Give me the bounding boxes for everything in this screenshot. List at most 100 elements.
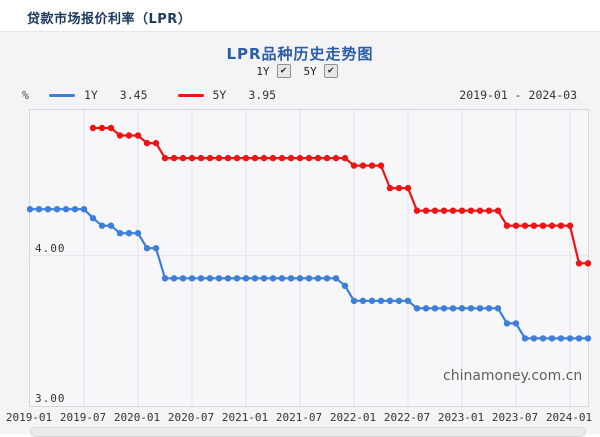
data-point — [296, 275, 304, 282]
data-point — [350, 297, 358, 304]
data-point — [467, 207, 475, 214]
data-point — [575, 260, 583, 267]
data-point — [116, 132, 124, 139]
x-axis-tick-label: 2024-01 — [545, 411, 593, 424]
data-point — [287, 275, 295, 282]
x-axis-tick-label: 2020-01 — [113, 411, 161, 424]
data-point — [143, 245, 151, 252]
data-point — [476, 207, 484, 214]
data-point — [386, 184, 394, 192]
data-point — [233, 275, 241, 282]
checkbox-1y[interactable]: ✔ — [276, 64, 291, 78]
data-point — [206, 154, 214, 162]
legend-value-5y: 3.95 — [248, 88, 277, 102]
series-line-1y — [30, 208, 588, 340]
legend-item-5y[interactable]: 5Y 3.95 — [177, 88, 277, 102]
data-point — [422, 207, 430, 214]
legend-item-1y[interactable]: 1Y 3.45 — [48, 88, 148, 102]
data-point — [251, 275, 259, 282]
checkbox-5y[interactable]: ✔ — [323, 64, 338, 78]
data-point — [503, 222, 511, 229]
checkbox-label-5y: 5Y — [303, 64, 317, 78]
data-point — [413, 305, 421, 312]
data-point — [224, 154, 232, 162]
data-point — [332, 154, 340, 162]
data-point — [404, 184, 412, 192]
data-point — [260, 275, 268, 282]
y-axis-unit-label: % — [22, 88, 29, 102]
check-icon: ✔ — [327, 65, 334, 76]
data-point — [431, 305, 439, 312]
data-point — [566, 222, 574, 229]
data-point — [494, 305, 502, 312]
data-point — [395, 297, 403, 304]
data-point — [323, 275, 331, 282]
series-toggle-row: 1Y ✔ 5Y ✔ — [0, 64, 600, 78]
data-point — [476, 305, 484, 312]
data-point — [278, 275, 286, 282]
data-point — [98, 222, 106, 229]
data-point — [44, 206, 52, 213]
data-point — [197, 154, 205, 162]
data-point — [530, 335, 538, 342]
data-point — [287, 154, 295, 162]
data-point — [368, 297, 376, 304]
y-axis-tick-label: 4.00 — [35, 241, 66, 255]
data-point — [125, 230, 133, 237]
data-point — [548, 222, 556, 229]
data-point — [512, 222, 520, 229]
chart-plot-area: 4.00 3.00 — [26, 109, 592, 407]
data-point — [296, 154, 304, 162]
data-point — [395, 184, 403, 192]
x-axis-tick-label: 2022-01 — [329, 411, 377, 424]
data-point — [197, 275, 205, 282]
x-axis-tick-label: 2023-01 — [437, 411, 485, 424]
data-point — [224, 275, 232, 282]
data-point — [377, 162, 385, 169]
line-swatch-icon — [177, 93, 204, 97]
data-point — [440, 207, 448, 214]
data-point — [341, 154, 349, 162]
data-point — [368, 162, 376, 169]
data-point — [215, 275, 223, 282]
data-point — [359, 297, 367, 304]
data-point — [485, 207, 493, 214]
data-zoom-scrollbar[interactable] — [30, 427, 586, 437]
data-point — [359, 162, 367, 169]
data-point — [116, 230, 124, 237]
data-point — [458, 305, 466, 312]
data-point — [557, 222, 565, 229]
data-point — [170, 275, 178, 282]
data-point — [26, 206, 34, 213]
data-point — [377, 297, 385, 304]
data-point — [332, 275, 340, 282]
data-point — [179, 154, 187, 162]
data-point — [188, 275, 196, 282]
data-point — [260, 154, 268, 162]
data-point — [251, 154, 259, 162]
data-point — [386, 297, 394, 304]
chart-title: LPR品种历史走势图 — [226, 45, 374, 63]
data-point — [107, 222, 115, 229]
data-point — [89, 215, 97, 222]
legend-name-5y: 5Y — [212, 88, 227, 102]
data-point — [98, 124, 106, 132]
data-point — [179, 275, 187, 282]
data-point — [71, 206, 79, 213]
data-point — [494, 207, 502, 214]
data-point — [278, 154, 286, 162]
x-axis-tick-label: 2021-07 — [275, 411, 323, 424]
data-point — [422, 305, 430, 312]
data-point — [161, 275, 169, 282]
page-title: 贷款市场报价利率（LPR） — [27, 12, 192, 27]
data-point — [305, 154, 313, 162]
data-point — [584, 335, 592, 342]
data-point — [521, 335, 529, 342]
data-point — [485, 305, 493, 312]
data-point — [341, 282, 349, 289]
data-point — [413, 207, 421, 214]
data-point — [503, 320, 511, 327]
data-point — [449, 305, 457, 312]
data-point — [89, 124, 97, 132]
data-point — [539, 222, 547, 229]
